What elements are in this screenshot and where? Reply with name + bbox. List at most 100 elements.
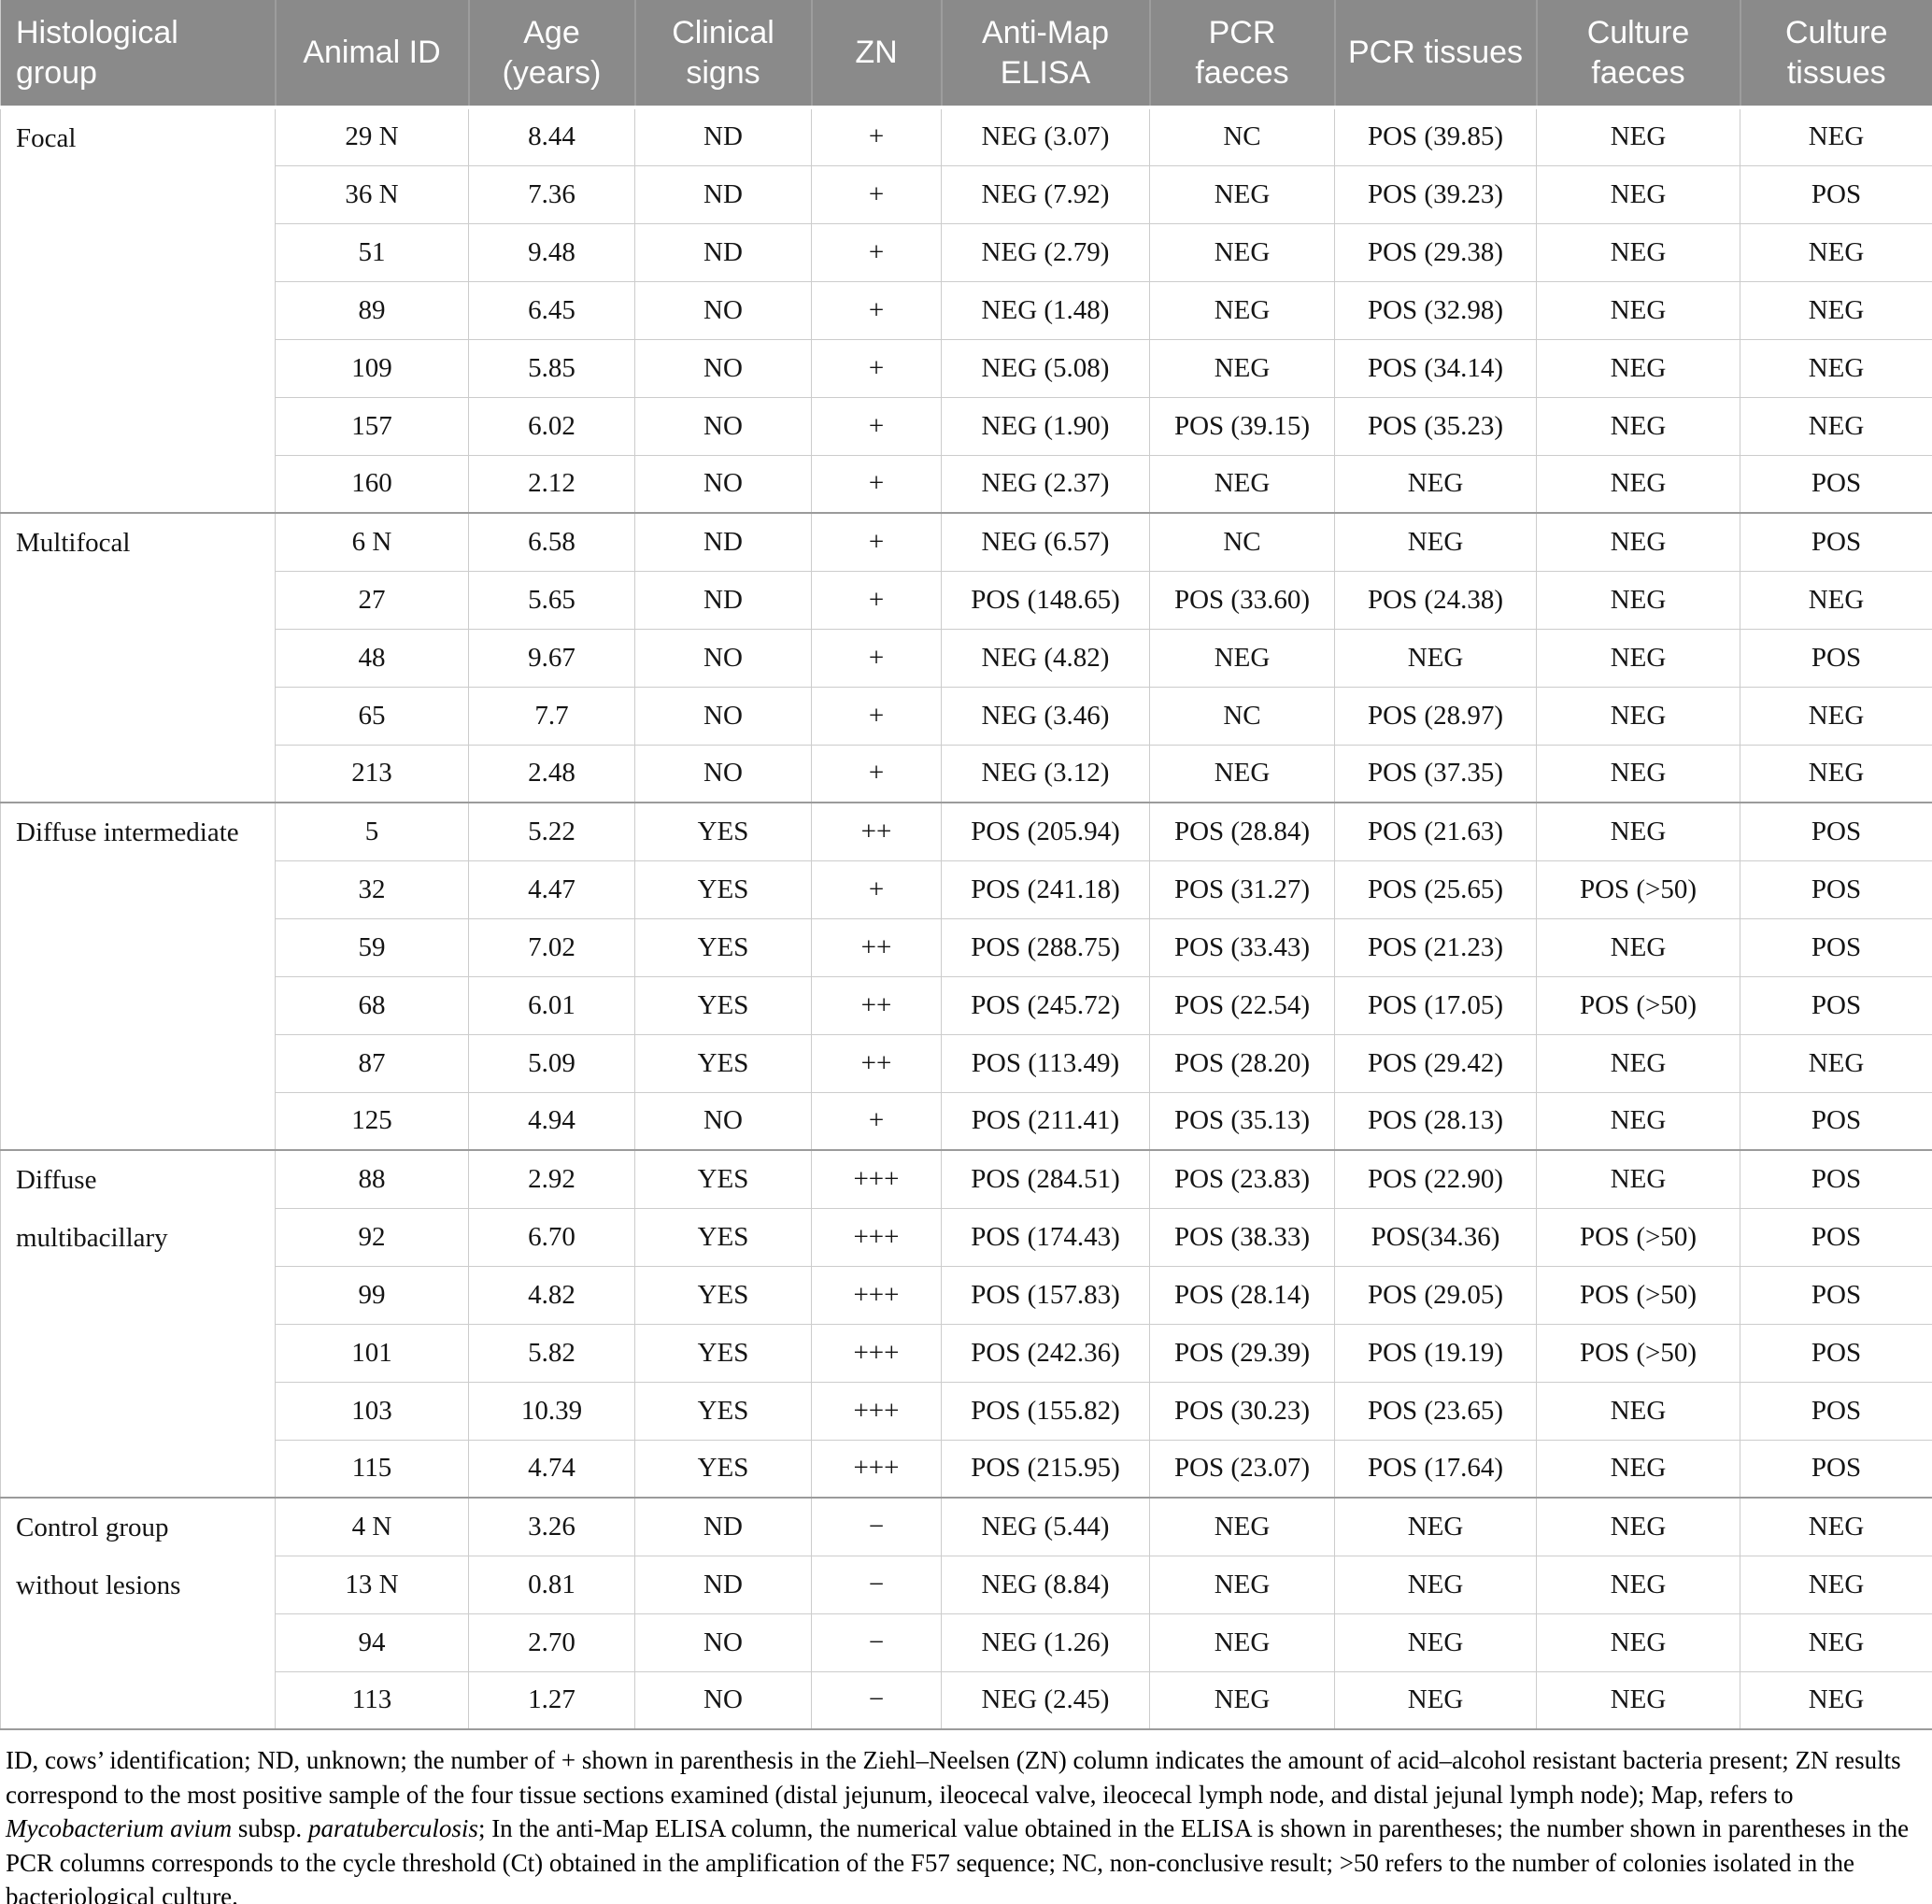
cell-zn: + (811, 222, 942, 281)
cell-culture_faeces: NEG (1536, 1149, 1740, 1208)
cell-culture_tissues: NEG (1740, 1497, 1932, 1556)
cell-clinical_signs: YES (634, 917, 812, 976)
cell-clinical_signs: YES (634, 1033, 812, 1092)
cell-pcr_tissues: POS (25.65) (1334, 860, 1537, 918)
group-cell: Diffuse multibacillary (0, 1149, 276, 1498)
cell-age: 3.26 (468, 1497, 635, 1556)
cell-age: 2.48 (468, 744, 635, 803)
cell-age: 2.92 (468, 1149, 635, 1208)
cell-anti_map_elisa: POS (211.41) (941, 1091, 1150, 1150)
cell-clinical_signs: NO (634, 454, 812, 513)
cell-pcr_faeces: NC (1149, 686, 1335, 745)
cell-culture_tissues: POS (1740, 628, 1932, 687)
cell-anti_map_elisa: NEG (1.48) (941, 280, 1150, 339)
table-row: 101 5.82 YES +++ POS (242.36) POS (29.39) POS … (1, 1323, 1932, 1382)
table-row: 92 6.70 YES +++ POS (174.43) POS (38.33) POS(3… (1, 1207, 1932, 1266)
group-name-line: Multifocal (16, 528, 131, 558)
cell-animal_id: 6 N (275, 512, 469, 571)
cell-anti_map_elisa: POS (174.43) (941, 1207, 1150, 1266)
cell-clinical_signs: YES (634, 1381, 812, 1440)
cell-clinical_signs: NO (634, 1670, 812, 1729)
cell-animal_id: 88 (275, 1149, 469, 1208)
cell-culture_faeces: NEG (1536, 802, 1740, 860)
column-header-pcr-tissues: PCR tissues (1333, 0, 1537, 109)
cell-culture_tissues: NEG (1740, 222, 1932, 281)
cell-age: 7.36 (468, 164, 635, 223)
cell-anti_map_elisa: POS (155.82) (941, 1381, 1150, 1440)
cell-animal_id: 99 (275, 1265, 469, 1324)
cell-zn: +++ (811, 1381, 942, 1440)
cell-zn: + (811, 396, 942, 455)
cell-pcr_tissues: POS (23.65) (1334, 1381, 1537, 1440)
cell-age: 4.47 (468, 860, 635, 918)
footnote-segment: subsp. (232, 1814, 308, 1842)
cell-anti_map_elisa: NEG (3.46) (941, 686, 1150, 745)
table-row: 89 6.45 NO + NEG (1.48) NEG POS (32.98) NEG NEG (1, 280, 1932, 339)
cell-pcr_faeces: NC (1149, 107, 1335, 165)
cell-pcr_tissues: POS (29.42) (1334, 1033, 1537, 1092)
table-row: 87 5.09 YES ++ POS (113.49) POS (28.20) POS (2… (1, 1033, 1932, 1092)
table-body: Focal 29 N 8.44 ND + NEG (3.07) NC POS (39.85) N… (0, 107, 1932, 1729)
cell-anti_map_elisa: NEG (2.79) (941, 222, 1150, 281)
cell-zn: +++ (811, 1439, 942, 1498)
cell-pcr_tissues: NEG (1334, 1497, 1537, 1556)
table-row: 94 2.70 NO − NEG (1.26) NEG NEG NEG NEG (1, 1613, 1932, 1671)
footnote-segment: ; In the anti-Map ELISA column, the nume… (6, 1814, 1910, 1904)
cell-culture_tissues: NEG (1740, 396, 1932, 455)
cell-age: 5.82 (468, 1323, 635, 1382)
cell-animal_id: 103 (275, 1381, 469, 1440)
cell-anti_map_elisa: NEG (3.07) (941, 107, 1150, 165)
cell-clinical_signs: ND (634, 164, 812, 223)
cell-culture_tissues: POS (1740, 1265, 1932, 1324)
cell-zn: − (811, 1613, 942, 1671)
cell-pcr_faeces: NC (1149, 512, 1335, 571)
cell-zn: + (811, 628, 942, 687)
cell-age: 6.01 (468, 975, 635, 1034)
cell-culture_faeces: POS (>50) (1536, 1323, 1740, 1382)
cell-anti_map_elisa: POS (215.95) (941, 1439, 1150, 1498)
group-name-line: Control group (16, 1513, 169, 1542)
cell-pcr_tissues: POS (29.38) (1334, 222, 1537, 281)
cell-pcr_tissues: POS (32.98) (1334, 280, 1537, 339)
cell-pcr_faeces: POS (28.14) (1149, 1265, 1335, 1324)
cell-zn: + (811, 454, 942, 513)
group-cell: Focal (0, 107, 276, 513)
cell-age: 5.22 (468, 802, 635, 860)
cell-animal_id: 48 (275, 628, 469, 687)
cell-clinical_signs: YES (634, 802, 812, 860)
cell-pcr_faeces: POS (22.54) (1149, 975, 1335, 1034)
cell-culture_tissues: POS (1740, 512, 1932, 571)
cell-animal_id: 5 (275, 802, 469, 860)
column-header-culture-tissues: Culture tissues (1739, 0, 1932, 109)
cell-pcr_faeces: POS (33.60) (1149, 570, 1335, 629)
cell-age: 10.39 (468, 1381, 635, 1440)
cell-clinical_signs: NO (634, 338, 812, 397)
cell-age: 7.7 (468, 686, 635, 745)
group-cell: Diffuse intermediate (0, 802, 276, 1150)
cell-culture_faeces: POS (>50) (1536, 1207, 1740, 1266)
cell-anti_map_elisa: NEG (8.84) (941, 1555, 1150, 1613)
cell-pcr_faeces: POS (38.33) (1149, 1207, 1335, 1266)
column-header-histological-group: Histological group (0, 0, 276, 109)
table-row: Multifocal 6 N 6.58 ND + NEG (6.57) NC NEG NEG PO… (0, 512, 1932, 803)
cell-pcr_faeces: POS (30.23) (1149, 1381, 1335, 1440)
group-name-line: Focal (16, 123, 77, 153)
cell-pcr_faeces: NEG (1149, 1555, 1335, 1613)
cell-animal_id: 101 (275, 1323, 469, 1382)
cell-culture_tissues: POS (1740, 1323, 1932, 1382)
cell-culture_tissues: POS (1740, 1091, 1932, 1150)
cell-culture_faeces: POS (>50) (1536, 1265, 1740, 1324)
table-row: 51 9.48 ND + NEG (2.79) NEG POS (29.38) NEG NEG (1, 222, 1932, 281)
cell-pcr_tissues: POS (21.23) (1334, 917, 1537, 976)
cell-clinical_signs: NO (634, 744, 812, 803)
cell-age: 6.02 (468, 396, 635, 455)
cell-pcr_tissues: POS (28.13) (1334, 1091, 1537, 1150)
cell-culture_faeces: NEG (1536, 512, 1740, 571)
cell-culture_tissues: POS (1740, 860, 1932, 918)
cell-age: 6.70 (468, 1207, 635, 1266)
cell-anti_map_elisa: NEG (4.82) (941, 628, 1150, 687)
cell-clinical_signs: ND (634, 222, 812, 281)
table-row: Focal 29 N 8.44 ND + NEG (3.07) NC POS (39.85) N… (0, 107, 1932, 513)
cell-clinical_signs: NO (634, 628, 812, 687)
